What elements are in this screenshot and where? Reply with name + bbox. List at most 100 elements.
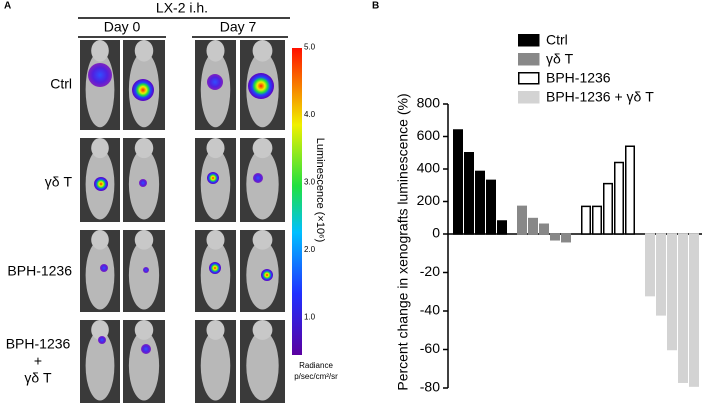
bar [464, 152, 474, 235]
bar [517, 205, 527, 235]
colorbar-tick-label: 4.0 [304, 110, 316, 119]
luminescence-spot [207, 74, 223, 90]
y-axis-label: Percent change in xenografts luminescenc… [395, 93, 411, 390]
mouse-body [246, 330, 279, 401]
mouse-head [91, 40, 109, 62]
row-label: γδ T [45, 174, 73, 190]
luminescence-spot [88, 63, 112, 87]
row-label: BPH-1236 [7, 263, 72, 279]
mouse-body [246, 148, 279, 220]
panel-label: A [4, 1, 11, 12]
bar [475, 170, 485, 235]
mouse-head [91, 138, 109, 159]
row-label: BPH-1236 [6, 336, 71, 352]
y-tick-label: -40 [420, 302, 440, 318]
luminescence-spot [139, 179, 147, 187]
y-tick-label: -20 [420, 263, 440, 279]
luminescence-spot [248, 73, 274, 99]
luminescence-spot [209, 262, 221, 274]
mouse-images [80, 40, 285, 403]
colorbar-tick-label: 5.0 [304, 43, 316, 52]
luminescence-spot [207, 172, 219, 184]
mouse-body [128, 240, 160, 310]
row-label: Ctrl [50, 76, 72, 92]
mouse-body [200, 330, 231, 401]
mouse-head [206, 230, 225, 250]
mouse-head [252, 40, 273, 62]
bar [592, 205, 602, 235]
bar [689, 233, 699, 387]
bar [486, 179, 496, 235]
luminescence-spot [141, 344, 151, 354]
y-tick-label: 200 [417, 192, 441, 208]
bar [528, 217, 538, 235]
mouse-head [206, 40, 225, 62]
panel-label: B [372, 1, 379, 12]
mouse-body [200, 148, 231, 220]
bar [656, 233, 666, 316]
bar [645, 233, 655, 297]
legend-swatch [518, 53, 540, 66]
y-tick-label: -60 [420, 340, 440, 356]
colorbar-tick-label: 3.0 [304, 178, 316, 187]
mouse-head [134, 138, 154, 159]
day-label: Day 0 [104, 19, 141, 35]
bar [678, 233, 688, 383]
luminescence-spot [132, 79, 154, 101]
mouse-head [252, 230, 273, 250]
mouse-head [252, 320, 273, 340]
bar [581, 205, 591, 235]
y-tick-label: 0 [432, 225, 440, 241]
legend-label: γδ T [546, 51, 574, 67]
luminescence-spot [100, 264, 108, 272]
legend-label: BPH-1236 + γδ T [546, 89, 654, 105]
legend-swatch [518, 91, 540, 104]
bar [497, 220, 507, 235]
mouse-head [134, 320, 154, 340]
bar [625, 145, 635, 235]
y-tick-label: 400 [417, 160, 441, 176]
legend-swatch [518, 34, 540, 47]
colorbar-unit: p/sec/cm²/sr [294, 372, 338, 381]
bar [539, 223, 549, 235]
row-label: γδ T [24, 370, 52, 386]
mouse-body [85, 330, 115, 401]
bar [550, 233, 560, 241]
y-tick-label: -80 [420, 379, 440, 395]
colorbar-tick-label: 2.0 [304, 245, 316, 254]
colorbar [292, 48, 302, 355]
bar [614, 161, 624, 235]
colorbar-unit: Radiance [299, 361, 333, 370]
mouse-head [252, 138, 273, 159]
header: LX-2 i.h. [156, 0, 208, 16]
plot: -80 -60 -40 -20 0 200 400 600 800 Ctrl γδ T BPH-123… [417, 32, 702, 395]
mouse-head [206, 138, 225, 159]
bar [561, 233, 571, 243]
row-label: + [34, 353, 42, 369]
colorbar-title: Luminescence (×10⁶) [314, 138, 326, 243]
legend-label: BPH-1236 [546, 70, 611, 86]
colorbar-tick-label: 1.0 [304, 313, 316, 322]
bar [667, 233, 677, 351]
luminescence-spot [261, 269, 273, 281]
y-tick-label: 600 [417, 127, 441, 143]
day-label: Day 7 [220, 19, 257, 35]
legend-label: Ctrl [546, 32, 568, 48]
bar [603, 182, 613, 235]
mouse-head [134, 230, 154, 250]
mouse-head [91, 320, 109, 340]
luminescence-spot [98, 336, 106, 344]
mouse-body [85, 240, 115, 310]
mouse-head [134, 40, 154, 62]
mouse-body [200, 240, 231, 310]
luminescence-spot [94, 177, 108, 191]
mouse-head [91, 230, 109, 250]
luminescence-spot [143, 267, 149, 273]
mouse-body [128, 330, 160, 401]
mouse-head [206, 320, 225, 340]
y-tick-label: 800 [417, 95, 441, 111]
bar [453, 129, 463, 235]
luminescence-spot [253, 173, 263, 183]
legend-swatch [518, 72, 540, 85]
